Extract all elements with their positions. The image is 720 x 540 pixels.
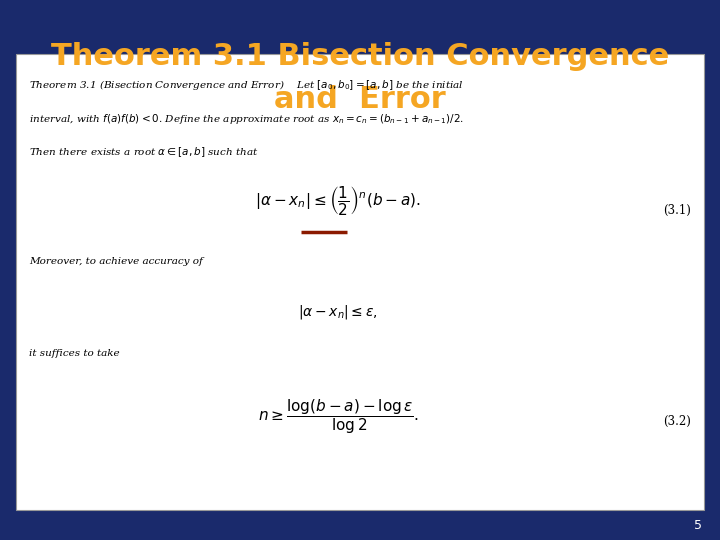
Text: Theorem 3.1 (Bisection Convergence and Error)    Let $[a_0, b_0] = [a, b]$ be th: Theorem 3.1 (Bisection Convergence and E… [29, 78, 464, 92]
Text: $|\alpha - x_n| \leq \epsilon,$: $|\alpha - x_n| \leq \epsilon,$ [299, 303, 378, 321]
Text: Moreover, to achieve accuracy of: Moreover, to achieve accuracy of [29, 257, 202, 266]
Text: and  Error: and Error [274, 85, 446, 114]
Text: Theorem 3.1 Bisection Convergence: Theorem 3.1 Bisection Convergence [51, 42, 669, 71]
Text: it suffices to take: it suffices to take [29, 349, 120, 358]
Text: $n \geq \dfrac{\log(b - a) - \log \epsilon}{\log 2}.$: $n \geq \dfrac{\log(b - a) - \log \epsil… [258, 397, 419, 436]
Text: $|\alpha - x_n| \leq \left(\dfrac{1}{2}\right)^n (b - a).$: $|\alpha - x_n| \leq \left(\dfrac{1}{2}\… [256, 184, 421, 217]
Text: Then there exists a root $\alpha \in [a, b]$ such that: Then there exists a root $\alpha \in [a,… [29, 145, 258, 159]
Text: (3.1): (3.1) [663, 204, 691, 217]
Text: 5: 5 [694, 519, 702, 532]
Text: interval, with $f(a)f(b) < 0$. Define the approximate root as $x_n = c_n = (b_{n: interval, with $f(a)f(b) < 0$. Define th… [29, 112, 464, 126]
FancyBboxPatch shape [16, 54, 704, 510]
Text: (3.2): (3.2) [663, 415, 691, 428]
